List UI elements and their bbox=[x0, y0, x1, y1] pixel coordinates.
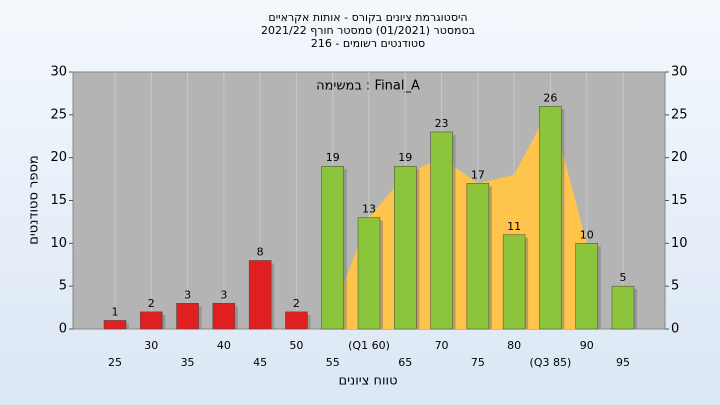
bar bbox=[140, 311, 163, 330]
value-label: 26 bbox=[543, 91, 557, 104]
value-label: 3 bbox=[220, 288, 227, 301]
x-tick-label: (Q3 85) bbox=[530, 356, 572, 369]
y2-tick-label: 0 bbox=[671, 322, 679, 337]
y-tick-label: 30 bbox=[50, 65, 67, 80]
bar bbox=[575, 243, 598, 330]
x-tick-label: 25 bbox=[108, 356, 122, 369]
x-tick-label: 35 bbox=[181, 356, 195, 369]
y-tick-label: 15 bbox=[50, 193, 67, 208]
value-label: 17 bbox=[471, 168, 485, 181]
y2-tick-label: 5 bbox=[671, 279, 679, 294]
bar bbox=[321, 165, 344, 330]
value-label: 8 bbox=[257, 245, 264, 258]
bar bbox=[430, 131, 453, 330]
y2-tick-label: 25 bbox=[671, 107, 688, 122]
y2-tick-label: 15 bbox=[671, 193, 688, 208]
chart-title: היסטוגרמת ציונים בקורס - אותות אקראיים bbox=[268, 11, 467, 24]
chart-title: סטודנטים רשומים - 216 bbox=[311, 37, 425, 50]
bar bbox=[285, 311, 308, 330]
value-label: 11 bbox=[507, 220, 521, 233]
x-tick-label: 70 bbox=[435, 339, 449, 352]
value-label: 2 bbox=[293, 297, 300, 310]
bar bbox=[103, 320, 127, 330]
x-tick-label: 65 bbox=[398, 356, 412, 369]
bar bbox=[394, 165, 417, 330]
y-tick-label: 25 bbox=[50, 107, 67, 122]
bar bbox=[539, 106, 562, 330]
y2-tick-label: 20 bbox=[671, 150, 688, 165]
value-label: 3 bbox=[184, 288, 191, 301]
value-label: 23 bbox=[435, 117, 449, 130]
bar bbox=[502, 234, 526, 330]
x-tick-label: 45 bbox=[253, 356, 267, 369]
x-tick-label: 50 bbox=[289, 339, 303, 352]
value-label: 5 bbox=[620, 271, 627, 284]
bar bbox=[466, 183, 490, 330]
bar bbox=[248, 260, 272, 330]
bar bbox=[176, 303, 199, 330]
x-tick-label: 80 bbox=[507, 339, 521, 352]
x-tick-label: 75 bbox=[471, 356, 485, 369]
y2-tick-label: 10 bbox=[671, 236, 688, 251]
value-label: 2 bbox=[148, 297, 155, 310]
bar bbox=[212, 303, 236, 330]
y-tick-label: 0 bbox=[59, 322, 67, 337]
y-axis-label: מספר סטודנטים bbox=[27, 155, 42, 245]
x-tick-label: 30 bbox=[144, 339, 158, 352]
value-label: 19 bbox=[326, 151, 340, 164]
x-tick-label: 40 bbox=[217, 339, 231, 352]
y2-tick-label: 30 bbox=[671, 65, 688, 80]
value-label: 19 bbox=[398, 151, 412, 164]
chart-title: בסמסטר (01/2021) סמסטר חורף 2021/22 bbox=[261, 24, 475, 37]
y-tick-label: 20 bbox=[50, 150, 67, 165]
x-tick-label: 90 bbox=[580, 339, 594, 352]
x-tick-label: 55 bbox=[326, 356, 340, 369]
y-tick-label: 5 bbox=[59, 279, 67, 294]
x-axis-label: טווח ציונים bbox=[338, 374, 397, 389]
bar bbox=[357, 217, 381, 330]
value-label: 10 bbox=[580, 228, 594, 241]
y-tick-label: 10 bbox=[50, 236, 67, 251]
x-tick-label: 95 bbox=[616, 356, 630, 369]
annotation: במשימה : Final_A bbox=[316, 79, 420, 94]
value-label: 1 bbox=[112, 305, 119, 318]
value-label: 13 bbox=[362, 203, 376, 216]
x-tick-label: (Q1 60) bbox=[348, 339, 390, 352]
bar bbox=[611, 285, 635, 330]
